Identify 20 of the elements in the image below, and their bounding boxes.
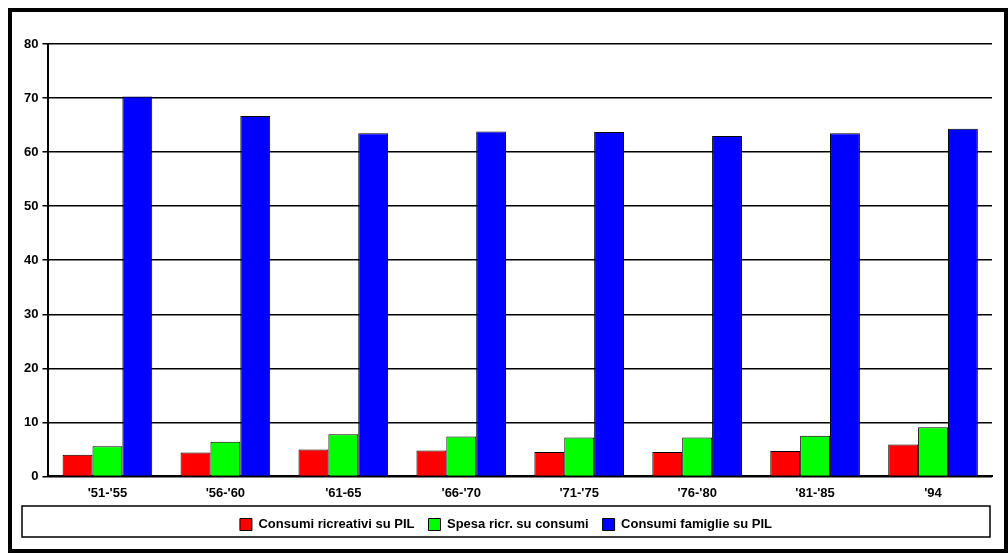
x-tick-label: '94: [924, 484, 943, 500]
legend-label: Consumi famiglie su PIL: [621, 516, 773, 532]
legend-label: Spesa ricr. su consumi: [446, 516, 589, 532]
x-tick-label: '56-'60: [205, 484, 246, 500]
x-tick-label: '51-'55: [87, 484, 128, 500]
x-tick-label: '71-'75: [559, 484, 599, 500]
y-tick-label: 20: [23, 359, 39, 375]
y-tick-label: 70: [23, 89, 39, 105]
x-tick-label: '66-'70: [441, 484, 481, 500]
y-tick-label: 0: [31, 467, 39, 483]
y-tick-label: 10: [23, 413, 39, 429]
y-tick-label: 40: [23, 251, 39, 267]
y-tick-label: 50: [23, 197, 39, 213]
legend-label: Consumi ricreativi su PIL: [258, 516, 415, 532]
y-tick-label: 30: [23, 305, 39, 321]
x-tick-label: '76-'80: [677, 484, 717, 500]
x-tick-label: '61-65: [325, 484, 362, 500]
x-tick-label: '81-'85: [795, 484, 835, 500]
y-tick-label: 80: [23, 35, 39, 51]
y-tick-label: 60: [23, 143, 39, 159]
